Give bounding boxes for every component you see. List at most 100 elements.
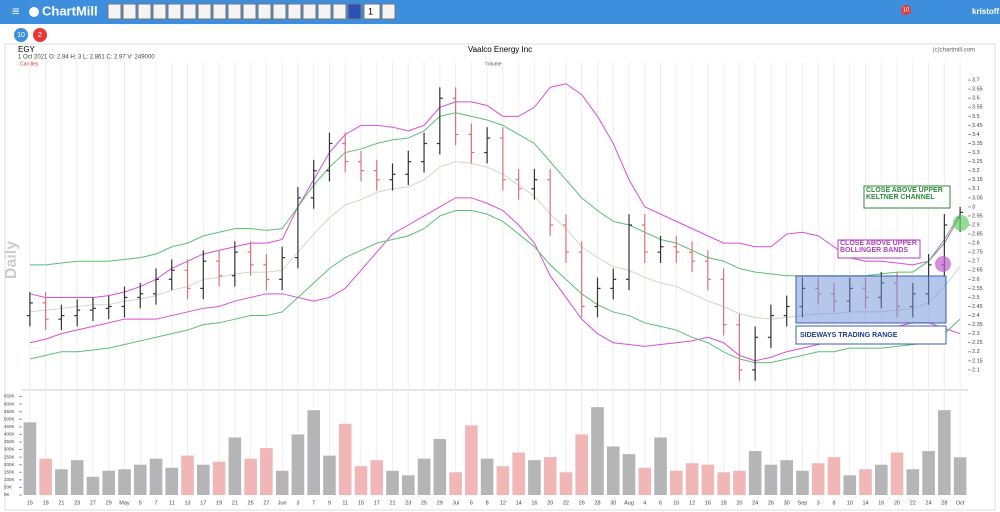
x-tick-label: 30 <box>784 500 790 506</box>
tool[interactable] <box>302 3 317 20</box>
volume-bar <box>796 470 809 495</box>
x-tick-label: Jun <box>278 500 287 506</box>
volume-bar <box>228 437 242 495</box>
volume-bar <box>764 464 778 495</box>
y-tick-label: 2.2 <box>972 349 980 355</box>
y-tick-label: 3.55 <box>972 105 983 111</box>
tool[interactable] <box>182 3 197 20</box>
volume-bar <box>670 470 683 495</box>
volume-bar <box>275 470 289 495</box>
volume-bar <box>685 463 699 495</box>
x-tick-label: 20 <box>547 500 553 506</box>
y-tick-label: 3.15 <box>972 177 983 183</box>
chart-title: Vaalco Energy Inc <box>468 45 532 54</box>
volume-bar <box>874 464 888 495</box>
annotation-box <box>837 239 921 259</box>
tool[interactable] <box>227 3 242 20</box>
x-tick-label: 20 <box>894 500 900 506</box>
select[interactable] <box>363 3 381 20</box>
volume-bar <box>528 460 541 495</box>
x-tick-label: 29 <box>106 500 112 506</box>
indicator-line <box>29 83 961 298</box>
volume-bar <box>606 446 620 495</box>
tool[interactable] <box>287 3 302 20</box>
power-tool[interactable] <box>381 3 396 20</box>
x-tick-label: 27 <box>263 500 269 506</box>
x-tick-label: 7 <box>154 500 157 506</box>
x-tick-label: 24 <box>752 500 758 506</box>
y-tick-label: 2.3 <box>972 331 980 337</box>
volume-bar <box>780 460 793 495</box>
tool[interactable] <box>212 3 227 20</box>
annotation-box <box>863 185 951 209</box>
tool[interactable] <box>332 3 347 20</box>
color-tool[interactable] <box>347 3 362 20</box>
x-tick-label: May <box>119 500 130 506</box>
x-tick-label: 14 <box>862 500 868 506</box>
x-tick-label: 10 <box>847 500 853 506</box>
tool[interactable] <box>122 3 137 20</box>
volume-bar <box>859 469 872 495</box>
x-tick-label: 21 <box>232 500 238 506</box>
y-tick-label: 3.65 <box>972 87 983 93</box>
menu-icon[interactable]: ≡ <box>12 3 20 18</box>
tool[interactable] <box>257 3 272 20</box>
notify-count: 10 <box>903 8 910 14</box>
x-tick-label: Aug <box>624 500 634 506</box>
tool[interactable] <box>317 3 332 20</box>
x-tick-label: 28 <box>594 500 600 506</box>
tool[interactable] <box>197 3 212 20</box>
y-tick-label: 3.6 <box>972 96 980 102</box>
v-tick-label: 300K <box>4 447 15 452</box>
x-tick-label: 18 <box>721 500 727 506</box>
badge[interactable] <box>14 28 28 42</box>
tool[interactable] <box>152 3 167 20</box>
volume-bar <box>449 472 462 495</box>
y-tick-label: 2.8 <box>972 241 980 247</box>
indicator-line <box>29 210 961 364</box>
y-tick-label: 2.7 <box>972 259 980 265</box>
tool[interactable] <box>242 3 257 20</box>
y-tick-label: 3.1 <box>972 186 980 192</box>
volume-bar <box>86 476 100 495</box>
range-box <box>795 275 947 324</box>
y-tick-label: 3.45 <box>972 123 983 129</box>
y-tick-label: 2.35 <box>972 322 983 328</box>
volume-bar <box>118 469 131 495</box>
x-tick-label: 21 <box>58 500 64 506</box>
volume-bar <box>591 407 604 495</box>
user[interactable]: kristoff <box>972 7 999 16</box>
v-tick-label: 550K <box>4 409 15 414</box>
x-tick-label: Sep <box>798 500 808 506</box>
x-tick-label: 23 <box>405 500 411 506</box>
x-tick-label: 10 <box>673 500 679 506</box>
y-tick-label: 2.55 <box>972 286 983 292</box>
x-tick-label: 28 <box>941 500 947 506</box>
credit: (c)chartmill.com <box>933 48 975 54</box>
brand[interactable]: ChartMill <box>42 3 98 18</box>
v-tick-label: 400K <box>4 432 15 437</box>
badge[interactable] <box>33 28 47 42</box>
tool[interactable] <box>107 3 122 20</box>
x-tick-label: Oct <box>956 500 965 506</box>
x-tick-label: 8 <box>486 500 489 506</box>
y-tick-label: 3.3 <box>972 150 980 156</box>
volume-bar <box>890 452 904 495</box>
volume-bar <box>496 466 510 495</box>
x-tick-label: 16 <box>705 500 711 506</box>
x-tick-label: 8 <box>832 500 835 506</box>
tool[interactable] <box>167 3 182 20</box>
badge-text: 10 <box>17 32 25 39</box>
notify-badge[interactable] <box>901 5 911 15</box>
tool[interactable] <box>137 3 152 20</box>
volume-bar <box>181 455 194 495</box>
v-tick-label: 50K <box>4 485 12 490</box>
tool[interactable] <box>272 3 287 20</box>
y-tick-label: 3.35 <box>972 141 983 147</box>
watermark: Daily <box>3 241 20 279</box>
x-tick-label: 20 <box>736 500 742 506</box>
x-tick-label: 11 <box>169 500 175 506</box>
ohlc-info: 1 Oct 2021 O: 2.94 H: 3 L: 2.861 C: 2.97… <box>18 55 155 61</box>
x-tick-label: 23 <box>74 500 80 506</box>
